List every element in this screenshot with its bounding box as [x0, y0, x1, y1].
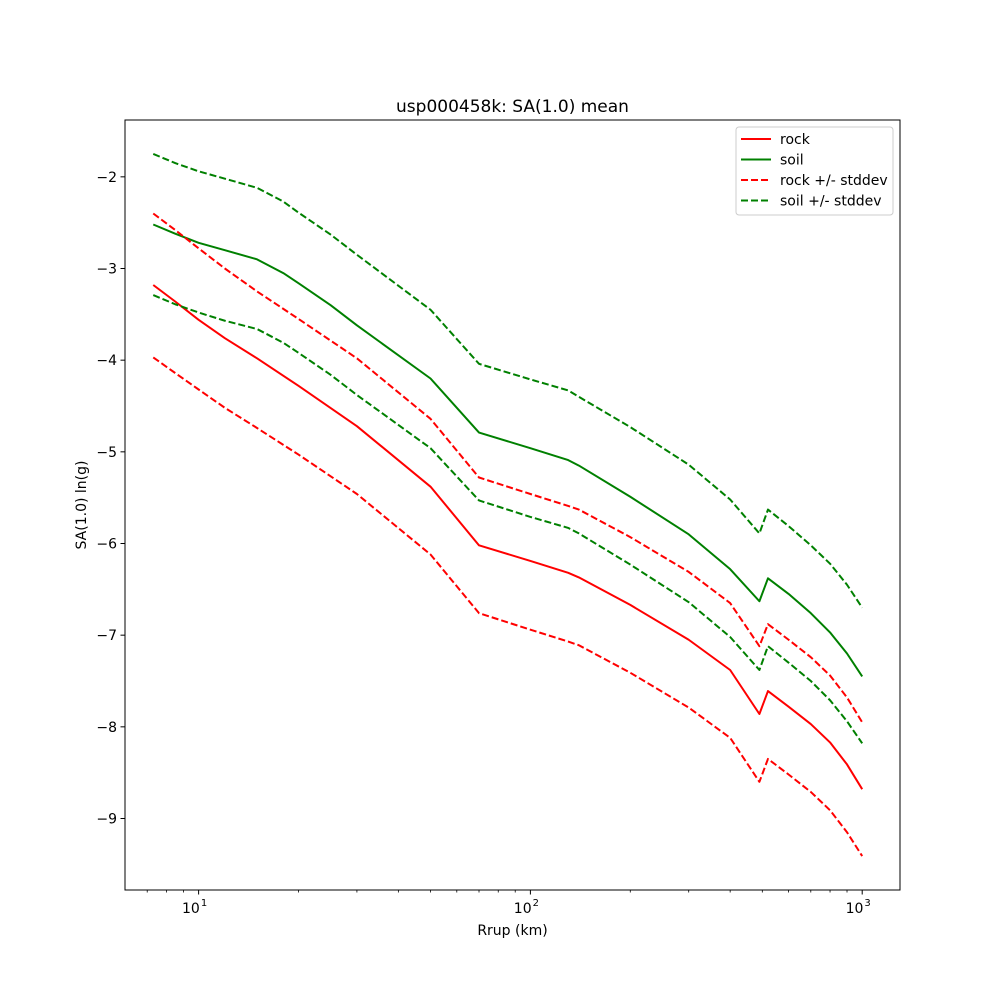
y-tick-label: −2: [96, 170, 117, 186]
series-layer: [152, 152, 864, 857]
x-axis-label: Rrup (km): [477, 923, 547, 939]
series-line-1: [152, 223, 864, 677]
y-tick-label: −7: [96, 628, 117, 644]
legend-label: soil: [780, 153, 804, 169]
legend: rock soil rock +/- stddev soil +/- stddev: [735, 126, 894, 216]
y-tick-label: −6: [96, 537, 117, 553]
y-tick-label: −5: [96, 445, 117, 461]
series-line-5: [152, 294, 864, 744]
y-tick-label: −8: [96, 720, 117, 736]
series-line-2: [152, 212, 864, 723]
legend-frame: [735, 126, 894, 216]
y-axis-label: SA(1.0) ln(g): [74, 461, 90, 550]
plot-frame: [124, 119, 901, 891]
series-line-0: [152, 284, 864, 790]
legend-entries: rock soil rock +/- stddev soil +/- stddev: [741, 132, 888, 210]
y-tick-label: −3: [96, 262, 117, 278]
series-line-3: [152, 356, 864, 857]
y-tick-label: −9: [96, 812, 117, 828]
legend-label: soil +/- stddev: [780, 194, 882, 210]
y-tick-label: −4: [96, 353, 117, 369]
legend-label: rock +/- stddev: [780, 173, 888, 189]
series-line-4: [152, 152, 864, 609]
legend-label: rock: [780, 132, 811, 148]
chart-title: usp000458k: SA(1.0) mean: [396, 97, 629, 117]
